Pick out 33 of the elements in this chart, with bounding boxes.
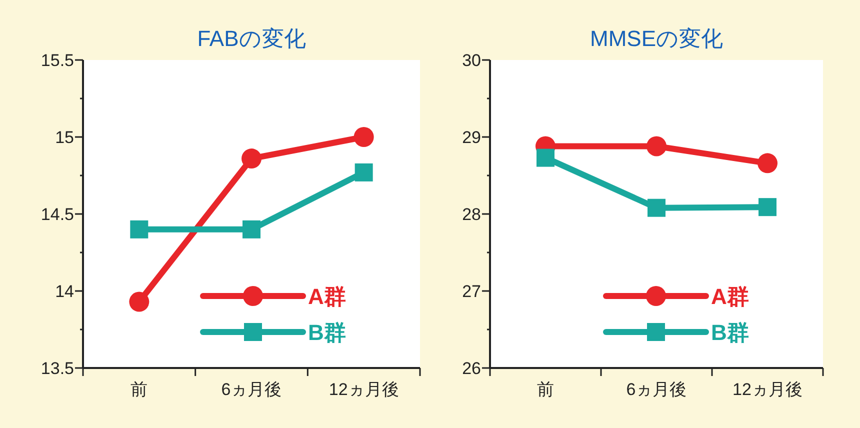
point	[536, 148, 554, 167]
y-tick-label: 30	[462, 51, 481, 70]
point	[648, 198, 666, 217]
x-tick-label: 12ヵ月後	[328, 380, 399, 399]
chart-title: MMSEの変化	[590, 26, 723, 51]
y-tick-label: 15.5	[40, 51, 74, 70]
x-tick-label: 6ヵ月後	[221, 380, 282, 399]
y-tick-label: 29	[462, 128, 481, 147]
point	[354, 127, 374, 147]
x-tick-label: 12ヵ月後	[732, 380, 802, 399]
y-tick-label: 28	[462, 205, 481, 224]
y-tick-label: 14	[55, 282, 74, 301]
y-tick-label: 15	[55, 128, 74, 147]
legend-label: A群	[308, 284, 346, 309]
y-tick-label: 13.5	[40, 359, 74, 378]
point	[758, 153, 778, 174]
chart-title: FABの変化	[197, 26, 306, 51]
point	[130, 220, 148, 238]
y-tick-label: 14.5	[40, 205, 74, 224]
point	[129, 292, 150, 312]
point	[758, 198, 776, 216]
y-tick-label: 27	[462, 282, 481, 301]
x-tick-label: 6ヵ月後	[626, 380, 687, 399]
x-tick-label: 前	[130, 380, 148, 399]
point	[354, 163, 373, 182]
legend-label: B群	[308, 320, 346, 345]
legend-label: B群	[711, 320, 749, 345]
x-tick-label: 前	[537, 380, 554, 399]
legend-label: A群	[711, 284, 749, 309]
y-tick-label: 26	[462, 359, 481, 378]
point	[646, 136, 666, 156]
point	[242, 148, 262, 169]
point	[242, 220, 260, 238]
